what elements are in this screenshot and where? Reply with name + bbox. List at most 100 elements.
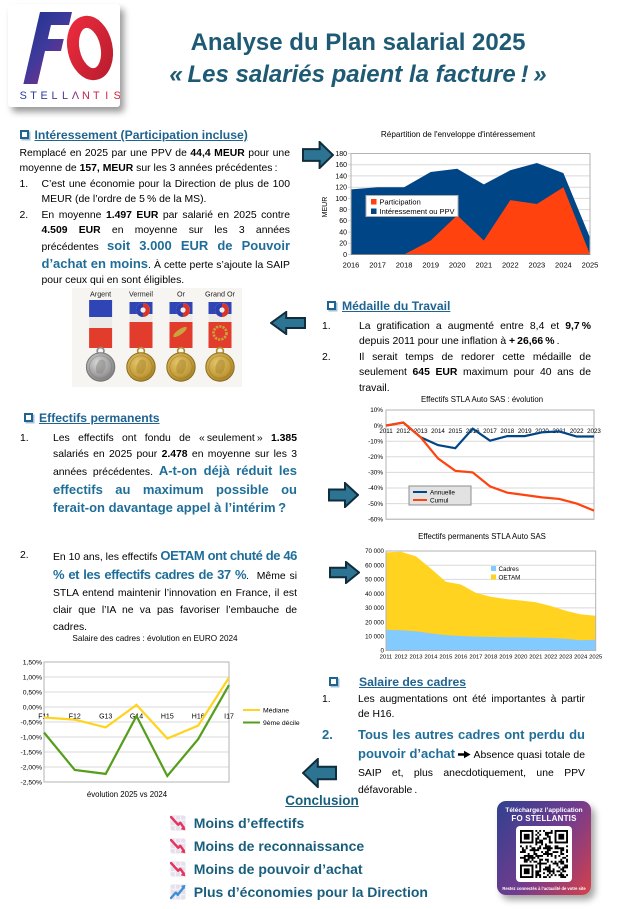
svg-text:2016: 2016: [466, 428, 480, 435]
svg-text:2019: 2019: [422, 261, 439, 270]
svg-text:Argent: Argent: [90, 290, 111, 299]
svg-text:2019: 2019: [499, 655, 512, 661]
svg-text:Effectifs STLA Auto SAS : évol: Effectifs STLA Auto SAS : évolution: [421, 395, 543, 404]
svg-text:-1,50%: -1,50%: [20, 749, 42, 756]
svg-text:-60%: -60%: [368, 516, 383, 523]
svg-text:Grand Or: Grand Or: [205, 290, 236, 299]
svg-text:40: 40: [339, 230, 347, 237]
svg-text:H15: H15: [161, 714, 174, 721]
svg-text:2015: 2015: [448, 428, 462, 435]
svg-text:120: 120: [335, 185, 347, 192]
svg-text:2025: 2025: [589, 655, 603, 661]
svg-text:-10%: -10%: [368, 438, 383, 445]
svg-text:2020: 2020: [514, 655, 528, 661]
svg-text:2025: 2025: [582, 261, 599, 270]
svg-text:2023: 2023: [559, 655, 573, 661]
svg-text:Répartition de l'enveloppe d'i: Répartition de l'enveloppe d'intéresseme…: [381, 130, 536, 139]
svg-text:I: I: [105, 90, 108, 102]
svg-text:2018: 2018: [500, 428, 514, 435]
svg-text:-2,00%: -2,00%: [20, 764, 42, 771]
svg-text:I17: I17: [224, 714, 234, 721]
svg-text:Intéressement ou PPV: Intéressement ou PPV: [380, 207, 455, 216]
svg-text:-50%: -50%: [368, 501, 383, 508]
svg-text:2021: 2021: [529, 655, 542, 661]
svg-text:2019: 2019: [518, 428, 532, 435]
svg-text:0,50%: 0,50%: [23, 689, 42, 696]
svg-text:-40%: -40%: [368, 485, 383, 492]
svg-text:2015: 2015: [439, 655, 453, 661]
svg-text:2013: 2013: [409, 655, 423, 661]
svg-text:évolution 2025 vs 2024: évolution 2025 vs 2024: [87, 790, 168, 799]
svg-text:2024: 2024: [574, 655, 588, 661]
svg-text:2017: 2017: [369, 261, 386, 270]
svg-text:20: 20: [339, 241, 347, 248]
svg-text:2013: 2013: [414, 428, 428, 435]
svg-text:Vermeil: Vermeil: [129, 290, 153, 299]
svg-text:H16: H16: [192, 714, 205, 721]
svg-text:Participation: Participation: [380, 198, 421, 207]
svg-text:2020: 2020: [449, 261, 466, 270]
svg-text:2014: 2014: [424, 655, 438, 661]
svg-text:0%: 0%: [374, 423, 384, 430]
svg-text:2017: 2017: [483, 428, 497, 435]
svg-text:N: N: [82, 90, 90, 102]
svg-text:-1,00%: -1,00%: [20, 734, 42, 741]
svg-text:S: S: [20, 90, 27, 102]
svg-text:180: 180: [335, 151, 347, 158]
svg-text:30 000: 30 000: [365, 605, 384, 612]
svg-text:MEUR: MEUR: [322, 197, 329, 218]
svg-text:Cadres: Cadres: [499, 566, 519, 573]
svg-text:Médiane: Médiane: [263, 708, 289, 715]
svg-text:-30%: -30%: [368, 470, 383, 477]
svg-text:L: L: [62, 90, 68, 102]
svg-text:20 000: 20 000: [365, 619, 384, 626]
svg-text:-2,50%: -2,50%: [20, 779, 42, 786]
svg-text:0,00%: 0,00%: [23, 704, 42, 711]
svg-text:2022: 2022: [570, 428, 584, 435]
svg-text:2023: 2023: [529, 261, 546, 270]
svg-text:-20%: -20%: [368, 454, 383, 461]
svg-text:70 000: 70 000: [365, 548, 384, 555]
svg-text:Salaire des cadres : évolution: Salaire des cadres : évolution en EURO 2…: [72, 634, 238, 643]
svg-text:Annuelle: Annuelle: [430, 489, 455, 496]
svg-text:2016: 2016: [343, 261, 360, 270]
svg-text:T: T: [93, 90, 100, 102]
svg-text:2012: 2012: [394, 655, 407, 661]
svg-text:Λ: Λ: [72, 90, 80, 102]
svg-text:G13: G13: [99, 714, 112, 721]
svg-text:40 000: 40 000: [365, 591, 384, 598]
svg-text:-0,50%: -0,50%: [20, 719, 42, 726]
svg-text:2021: 2021: [475, 261, 492, 270]
svg-text:10 000: 10 000: [365, 634, 384, 641]
svg-text:Cumul: Cumul: [430, 497, 448, 504]
svg-text:F12: F12: [69, 714, 81, 721]
svg-text:0: 0: [343, 252, 347, 259]
svg-text:2018: 2018: [396, 261, 413, 270]
svg-text:2023: 2023: [587, 428, 601, 435]
svg-text:2018: 2018: [484, 655, 498, 661]
svg-text:1,50%: 1,50%: [23, 659, 42, 666]
svg-text:S: S: [114, 90, 120, 102]
svg-text:140: 140: [335, 173, 347, 180]
svg-text:OETAM: OETAM: [499, 575, 521, 582]
svg-text:L: L: [51, 90, 57, 102]
svg-text:2011: 2011: [379, 428, 393, 435]
svg-text:2017: 2017: [469, 655, 482, 661]
svg-text:Or: Or: [177, 290, 186, 299]
svg-text:60: 60: [339, 218, 347, 225]
svg-text:2022: 2022: [544, 655, 557, 661]
svg-text:2016: 2016: [454, 655, 468, 661]
svg-text:T: T: [30, 90, 37, 102]
svg-text:2012: 2012: [396, 428, 410, 435]
svg-text:80: 80: [339, 207, 347, 214]
svg-text:100: 100: [335, 196, 347, 203]
svg-text:9ème décile: 9ème décile: [263, 720, 300, 727]
svg-text:Effectifs permanents STLA Auto: Effectifs permanents STLA Auto SAS: [418, 532, 546, 541]
svg-text:2011: 2011: [380, 655, 393, 661]
svg-text:50 000: 50 000: [365, 577, 384, 584]
svg-text:1,00%: 1,00%: [23, 674, 42, 681]
svg-text:E: E: [40, 90, 47, 102]
svg-text:2022: 2022: [502, 261, 519, 270]
svg-text:2024: 2024: [555, 261, 572, 270]
svg-text:60 000: 60 000: [365, 562, 384, 569]
